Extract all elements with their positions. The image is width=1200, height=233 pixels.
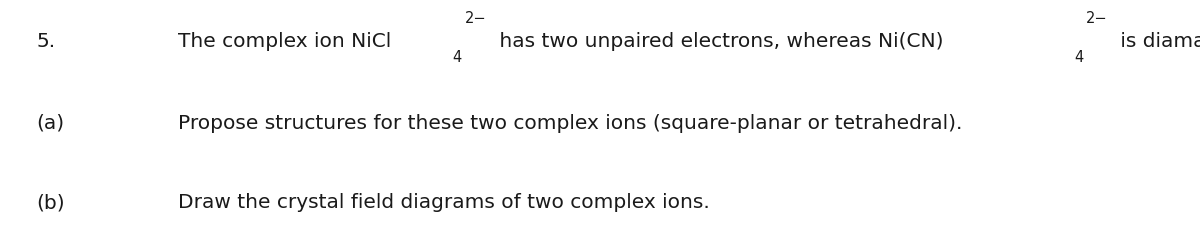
- Text: Propose structures for these two complex ions (square-planar or tetrahedral).: Propose structures for these two complex…: [178, 114, 962, 133]
- Text: (b): (b): [36, 193, 65, 212]
- Text: Draw the crystal field diagrams of two complex ions.: Draw the crystal field diagrams of two c…: [178, 193, 709, 212]
- Text: 5.: 5.: [36, 32, 55, 51]
- Text: 2−: 2−: [464, 11, 486, 26]
- Text: The complex ion NiCl: The complex ion NiCl: [178, 32, 391, 51]
- Text: (a): (a): [36, 114, 64, 133]
- Text: 4: 4: [452, 50, 462, 65]
- Text: 4: 4: [1074, 50, 1084, 65]
- Text: is diamagnetic.: is diamagnetic.: [1114, 32, 1200, 51]
- Text: has two unpaired electrons, whereas Ni(CN): has two unpaired electrons, whereas Ni(C…: [492, 32, 943, 51]
- Text: 2−: 2−: [1086, 11, 1108, 26]
